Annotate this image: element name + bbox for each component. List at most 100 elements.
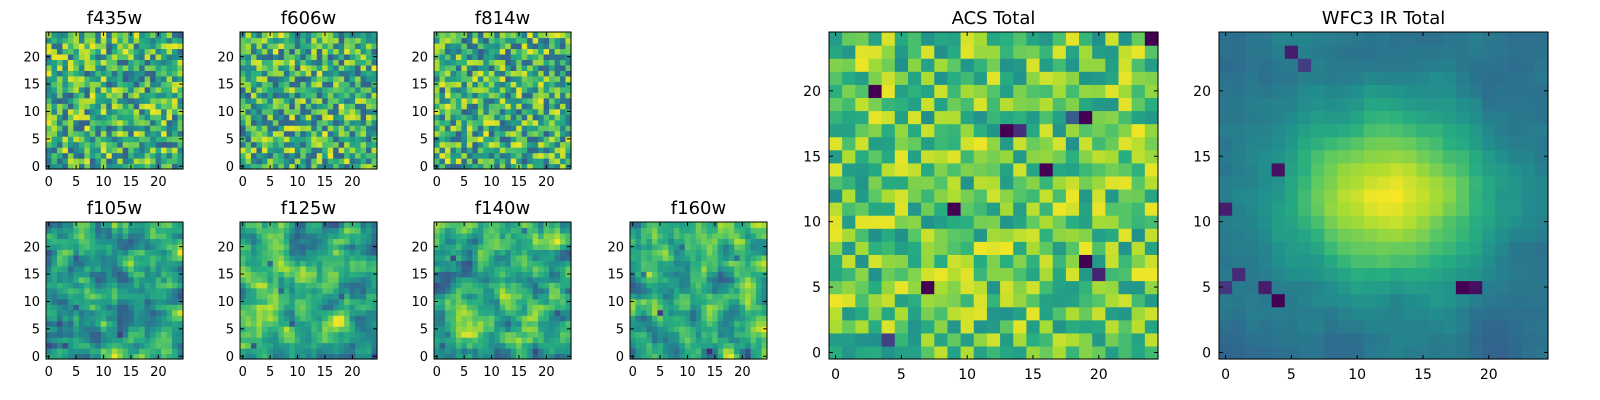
heatmap-cell <box>272 125 279 132</box>
heatmap-cell <box>532 130 539 137</box>
heatmap-cell <box>565 152 572 159</box>
heatmap-cell <box>444 97 452 104</box>
heatmap-cell <box>444 238 452 245</box>
heatmap-cell <box>89 293 96 300</box>
heatmap-cell <box>510 42 517 50</box>
heatmap-cell <box>122 119 129 126</box>
heatmap-cell <box>477 37 484 44</box>
heatmap-cell <box>894 162 909 177</box>
heatmap-cell <box>240 64 247 71</box>
heatmap-cell <box>344 125 351 132</box>
heatmap-cell <box>256 97 263 104</box>
heatmap-cell <box>868 332 883 347</box>
heatmap-cell <box>439 86 446 93</box>
heatmap-cell <box>355 114 362 121</box>
heatmap-cell <box>333 152 340 159</box>
heatmap-cell <box>538 254 545 261</box>
heatmap-cell <box>477 108 484 115</box>
heatmap-cell <box>538 348 545 355</box>
heatmap-cell <box>532 238 539 245</box>
heatmap-cell <box>46 309 53 316</box>
heatmap-cell <box>250 337 258 344</box>
heatmap-cell <box>133 103 140 110</box>
heatmap-cell <box>150 86 157 93</box>
heatmap-cell <box>62 282 69 289</box>
heatmap-cell <box>505 53 512 60</box>
heatmap-cell <box>516 42 523 50</box>
heatmap-cell <box>907 202 922 216</box>
heatmap-cell <box>73 238 80 245</box>
heatmap-cell <box>554 75 561 82</box>
heatmap-cell <box>272 86 279 93</box>
heatmap-cell <box>651 260 658 267</box>
heatmap-cell <box>278 337 285 344</box>
heatmap-cell <box>444 103 452 110</box>
heatmap-cell <box>455 103 462 110</box>
heatmap-cell <box>166 119 173 126</box>
heatmap-cell <box>56 53 64 60</box>
heatmap-cell <box>56 37 64 44</box>
heatmap-cell <box>355 59 362 66</box>
heatmap-cell <box>723 298 730 305</box>
heatmap-cell <box>532 92 539 99</box>
heatmap-cell <box>294 326 301 333</box>
heatmap-cell <box>355 158 362 165</box>
heatmap-cell <box>461 130 468 137</box>
heatmap-cell <box>122 125 129 132</box>
heatmap-cell <box>455 42 462 50</box>
heatmap-cell <box>250 152 258 159</box>
heatmap-cell <box>868 149 883 164</box>
heatmap-cell <box>111 227 118 234</box>
heatmap-cell <box>73 249 80 256</box>
heatmap-cell <box>349 130 356 137</box>
heatmap-cell <box>261 298 268 305</box>
heatmap-cell <box>322 147 329 154</box>
heatmap-cell <box>161 70 168 77</box>
x-tick-label: 10 <box>289 175 306 190</box>
heatmap-cell <box>516 309 523 316</box>
heatmap-cell <box>261 342 268 349</box>
heatmap-cell <box>483 254 490 261</box>
heatmap-cell <box>316 136 323 143</box>
heatmap-cell <box>673 348 680 355</box>
heatmap-cell <box>150 59 157 66</box>
heatmap-cell <box>272 81 279 88</box>
heatmap-cell <box>106 81 113 88</box>
heatmap-cell <box>62 298 69 305</box>
heatmap-cell <box>499 337 506 344</box>
heatmap-cell <box>344 42 351 50</box>
heatmap-cell <box>245 70 252 77</box>
heatmap-cell <box>240 342 247 349</box>
heatmap-cell <box>554 238 561 245</box>
heatmap-cell <box>256 103 263 110</box>
heatmap-cell <box>62 75 69 82</box>
heatmap-cell <box>360 293 367 300</box>
heatmap-cell <box>668 320 675 327</box>
heatmap-cell <box>455 92 462 99</box>
heatmap-cell <box>51 287 58 294</box>
heatmap-cell <box>344 265 351 272</box>
heatmap-cell <box>1131 188 1146 203</box>
heatmap-cell <box>300 81 307 88</box>
heatmap-cell <box>434 260 441 267</box>
heatmap-cell <box>139 348 146 355</box>
heatmap-cell <box>172 147 179 154</box>
heatmap-cell <box>477 32 484 39</box>
heatmap-cell <box>466 254 473 261</box>
heatmap-cell <box>344 320 351 327</box>
heatmap-cell <box>829 267 843 282</box>
heatmap-cell <box>166 298 173 305</box>
heatmap-cell <box>327 260 334 267</box>
heatmap-cell <box>630 282 637 289</box>
heatmap-cell <box>305 315 312 322</box>
heatmap-cell <box>483 282 490 289</box>
heatmap-cell <box>488 152 495 159</box>
heatmap-cell <box>1131 215 1146 229</box>
heatmap-cell <box>261 282 268 289</box>
heatmap-cell <box>494 243 501 250</box>
heatmap-cell <box>366 92 373 99</box>
heatmap-cell <box>177 254 184 261</box>
heatmap-cell <box>734 293 741 300</box>
heatmap-cell <box>144 103 151 110</box>
heatmap-cell <box>111 48 118 55</box>
